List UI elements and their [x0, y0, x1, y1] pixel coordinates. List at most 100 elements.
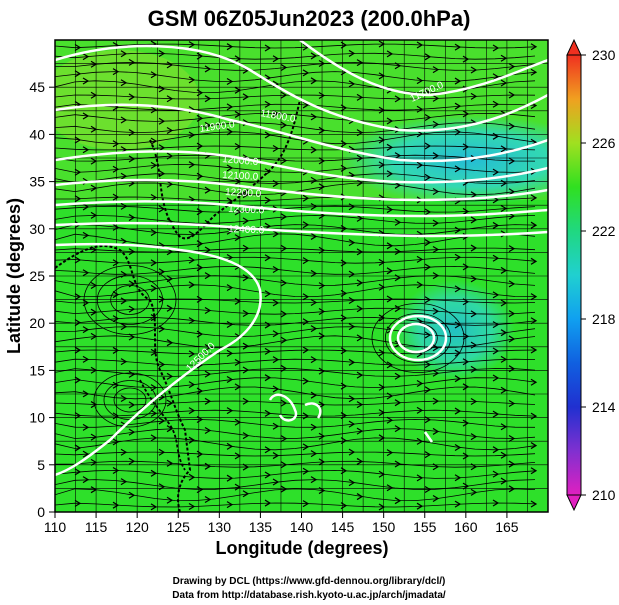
streamline-arrow	[424, 142, 432, 150]
streamlines	[55, 40, 538, 511]
streamline-arrow	[470, 398, 478, 406]
streamline-arrow	[454, 77, 462, 85]
streamline-arrow	[340, 104, 348, 112]
streamline-arrow	[264, 409, 272, 417]
streamline-arrow	[158, 170, 166, 178]
streamline-arrow	[242, 397, 250, 405]
streamline-arrow	[500, 355, 508, 363]
streamline-arrow	[188, 76, 196, 84]
streamline-arrow	[318, 487, 326, 495]
streamline-arrow	[204, 307, 212, 315]
streamline-arrow	[166, 496, 174, 504]
streamline-arrow	[424, 416, 432, 424]
y-tick-label: 15	[29, 362, 45, 378]
streamline-arrow	[492, 410, 500, 418]
y-axis-label: Latitude (degrees)	[4, 198, 24, 354]
streamline	[55, 317, 536, 326]
streamline-arrow	[242, 432, 250, 440]
streamline-arrow	[280, 121, 288, 129]
streamline-arrow	[128, 457, 136, 465]
streamline-arrow	[204, 426, 212, 434]
streamline-arrow	[280, 435, 288, 443]
streamline-arrow	[530, 500, 538, 508]
streamline-arrow	[530, 378, 538, 386]
streamline-arrow	[348, 479, 356, 487]
streamline-arrow	[120, 202, 128, 210]
streamline-arrow	[508, 91, 516, 99]
streamline-arrow	[348, 296, 356, 304]
streamline-arrow	[492, 470, 500, 478]
streamline-arrow	[264, 499, 272, 507]
streamline-arrow	[454, 444, 462, 452]
streamline-arrow	[166, 339, 174, 347]
streamline-arrow	[280, 364, 288, 372]
streamline-arrow	[150, 314, 158, 322]
streamline-arrow	[112, 223, 120, 231]
streamline-arrow	[280, 399, 288, 407]
streamline-arrow	[280, 461, 288, 469]
streamline-arrow	[378, 314, 386, 322]
streamline-arrow	[74, 499, 82, 507]
streamline-arrow	[302, 194, 310, 202]
streamline-arrow	[90, 184, 98, 192]
streamline-arrow	[150, 348, 158, 356]
streamline-arrow	[234, 142, 242, 151]
streamline	[55, 368, 536, 377]
streamline-arrow	[196, 142, 204, 150]
streamline-arrow	[82, 423, 90, 431]
streamline-arrow	[188, 281, 196, 289]
streamline-arrow	[416, 281, 424, 289]
streamline-arrow	[120, 50, 128, 58]
streamline-arrow	[378, 161, 386, 169]
streamline-arrow	[500, 179, 508, 187]
streamline-arrow	[302, 318, 310, 326]
streamline	[55, 164, 536, 173]
colorbar-tick-label: 226	[592, 135, 616, 151]
streamline-arrow	[90, 332, 98, 340]
contour-11900	[55, 103, 548, 163]
streamline-arrow	[530, 221, 538, 229]
coastline-asia	[55, 245, 192, 512]
streamline-arrow	[204, 370, 212, 378]
streamline-arrow	[508, 365, 516, 373]
streamline-arrow	[394, 181, 402, 189]
x-tick-label: 120	[125, 519, 149, 535]
streamline-arrow	[356, 179, 364, 187]
streamline	[55, 145, 536, 151]
streamline-arrow	[302, 69, 310, 77]
streamline-arrow	[470, 488, 478, 496]
streamline-arrow	[340, 347, 348, 355]
streamline-arrow	[310, 391, 318, 399]
colorbar-tick-label: 214	[592, 399, 616, 415]
streamline-arrow	[158, 85, 166, 93]
streamline	[55, 113, 536, 122]
streamline-arrow	[432, 397, 440, 405]
streamline-arrow	[340, 289, 348, 297]
streamline-arrow	[74, 136, 82, 144]
streamline-arrow	[242, 274, 250, 282]
streamline-arrow	[530, 317, 538, 325]
streamline-arrow	[310, 325, 318, 333]
streamline-arrow	[508, 122, 516, 130]
streamline-arrow	[386, 484, 394, 492]
swirl-streamline	[83, 265, 177, 335]
streamline-arrow	[166, 459, 174, 467]
streamline-arrow	[150, 194, 158, 202]
streamline-arrow	[432, 187, 440, 196]
streamline-arrow	[470, 191, 478, 199]
streamline	[55, 437, 536, 451]
streamline-arrow	[500, 299, 508, 307]
colorbar: 210 214 218 222 226 230	[566, 38, 616, 512]
streamline-arrow	[242, 217, 250, 225]
streamline-arrow	[196, 415, 204, 423]
streamline-arrow	[462, 263, 470, 271]
streamline-arrow	[196, 361, 204, 369]
streamline-arrow	[454, 407, 462, 415]
streamline-arrow	[424, 263, 432, 271]
streamline-arrow	[196, 89, 204, 97]
streamline-arrow	[120, 79, 128, 87]
streamline	[55, 451, 536, 457]
streamline-arrow	[302, 412, 310, 420]
contour-vortex-inner	[396, 322, 436, 354]
streamline-arrow	[454, 285, 462, 293]
